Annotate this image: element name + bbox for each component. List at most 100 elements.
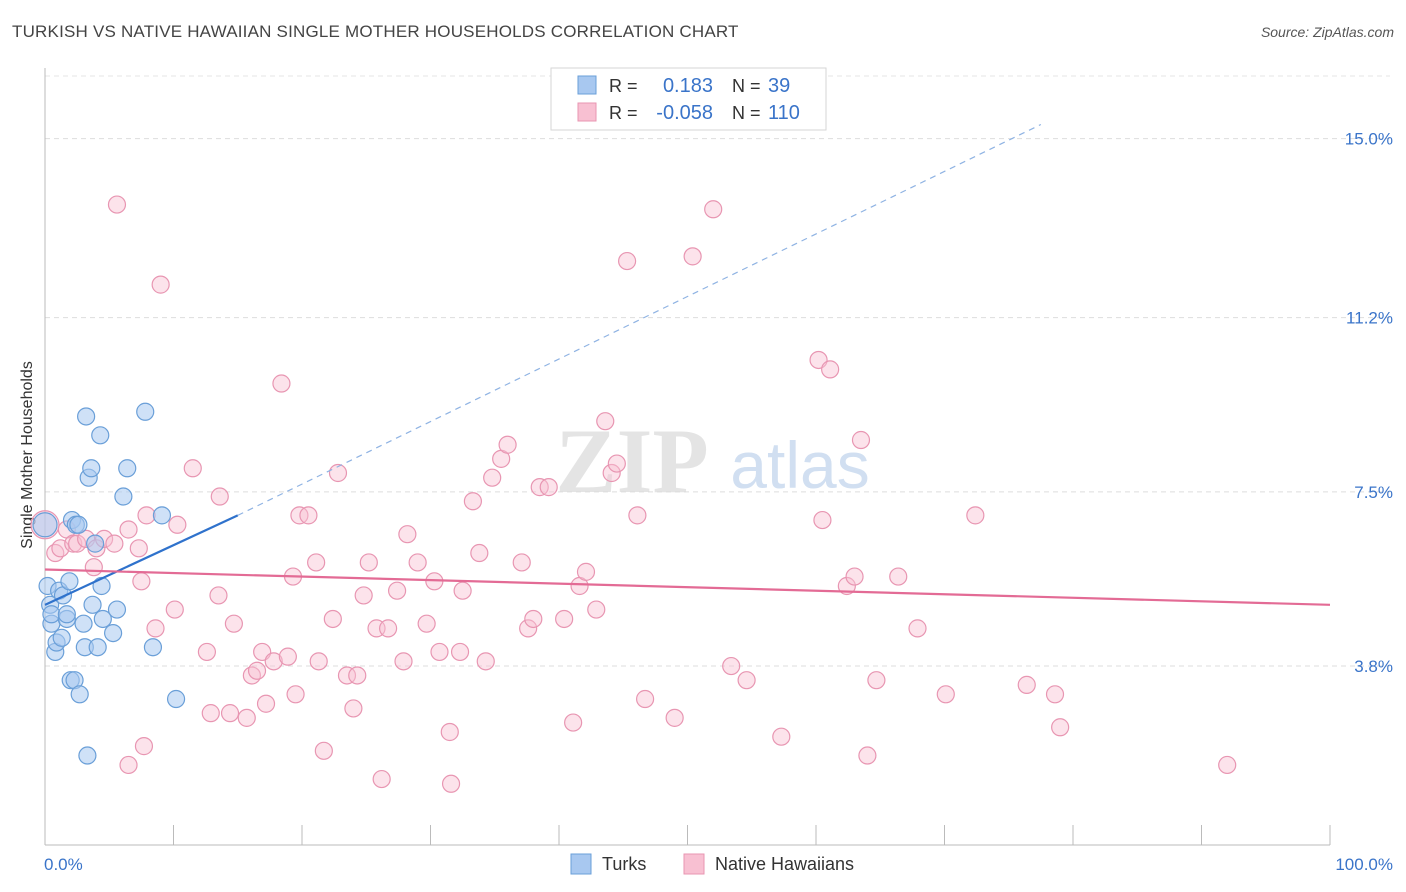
native-hawaiian-point (197, 642, 217, 662)
legend-native-hawaiian-label: Native Hawaiians (715, 854, 854, 874)
y-tick-label: 3.8% (1354, 657, 1393, 676)
native-hawaiian-point (858, 746, 877, 765)
native-hawaiian-point (354, 586, 373, 605)
native-hawaiian-point (618, 251, 637, 271)
native-hawaiian-point (210, 487, 229, 506)
turks-point (82, 459, 101, 478)
native-hawaiian-point (665, 708, 684, 727)
native-hawaiian-point (576, 562, 596, 581)
native-hawaiian-point (837, 576, 856, 596)
native-hawaiian-point (441, 774, 461, 793)
native-hawaiian-point (107, 195, 127, 214)
native-hawaiian-point (1051, 718, 1070, 737)
turks-swatch (577, 75, 597, 95)
turks-trend-line (44, 514, 239, 606)
native-hawaiian-point (889, 567, 908, 586)
native-hawaiian-point (555, 609, 574, 629)
native-hawaiian-point (602, 463, 621, 483)
turks-point (93, 609, 112, 629)
native-hawaiian-point (845, 567, 864, 586)
native-hawaiian-point (323, 609, 342, 629)
native-hawaiian-point (134, 737, 154, 756)
native-hawaiian-point (168, 515, 187, 534)
native-hawaiian-point (224, 614, 243, 633)
stats-legend-box (550, 67, 827, 131)
y-tick-label: 7.5% (1354, 483, 1393, 502)
native-hawaiian-point (129, 539, 148, 558)
native-hawaiian-point (359, 553, 378, 572)
native-hawaiian-point (628, 506, 647, 525)
native-hawaiian-point (539, 478, 558, 497)
r-value: 0.183 (663, 75, 713, 97)
source-credit: Source: ZipAtlas.com (1260, 24, 1394, 40)
turks-point (60, 572, 79, 591)
x-tick-label: 0.0% (44, 855, 83, 874)
native-hawaiian-point (772, 727, 791, 746)
native-hawaiian-point (966, 506, 985, 525)
native-hawaiian-point (936, 685, 955, 704)
native-hawaiian-point (146, 619, 165, 638)
turks-point (114, 487, 133, 506)
native-hawaiian-point (328, 463, 348, 483)
n-value: 110 (768, 102, 800, 124)
turks-point (91, 426, 110, 445)
native-hawaiian-point (483, 468, 502, 487)
native-hawaiian-point (635, 689, 655, 709)
n-value: 39 (768, 75, 790, 97)
native-hawaiian-point (286, 685, 305, 704)
native-hawaiian-point (272, 374, 291, 393)
native-hawaiian-point (314, 741, 333, 760)
native-hawaiian-point (607, 454, 626, 473)
turks-point (52, 628, 71, 647)
native-hawaiian-point (264, 652, 283, 671)
native-hawaiian-point (372, 769, 391, 789)
native-hawaiian-point (519, 619, 538, 638)
native-hawaiian-point (378, 619, 398, 638)
native-hawaiian-point (1218, 755, 1237, 775)
native-hawaiian-point (299, 506, 318, 525)
native-hawaiian-point (737, 671, 756, 690)
native-hawaiian-point (119, 520, 138, 539)
native-hawaiian-point (430, 642, 449, 662)
native-hawaiian-point (450, 642, 470, 662)
turks-point (74, 614, 93, 633)
native-hawaiian-point (132, 572, 151, 591)
watermark-atlas: atlas (730, 428, 869, 502)
native-hawaiian-point (683, 247, 702, 266)
native-hawaiian-point (596, 412, 615, 431)
r-label: R = (609, 103, 638, 123)
turks-point (136, 402, 155, 421)
native-hawaiian-point (908, 619, 927, 638)
native-hawaiian-point (68, 534, 87, 553)
legend-native-hawaiian-swatch (683, 853, 705, 875)
native-hawaiian-point (440, 722, 459, 742)
turks-point (57, 605, 76, 624)
native-hawaiian-point (247, 661, 267, 680)
native-hawaiian-point (278, 647, 297, 666)
turks-point (70, 685, 89, 704)
native-hawaiian-point (704, 200, 723, 219)
turks-point (86, 534, 105, 553)
turks-point (77, 407, 96, 426)
native-hawaiian-point (209, 586, 228, 605)
turks-point (88, 638, 107, 657)
turks-point (118, 459, 137, 478)
native-hawaiian-point (1045, 685, 1065, 704)
turks-point (42, 605, 61, 624)
r-value: -0.058 (656, 102, 713, 124)
native-hawaiian-point (151, 275, 170, 294)
turks-point (143, 638, 163, 657)
turks-point (166, 689, 186, 709)
native-hawaiian-point (851, 430, 871, 450)
native-hawaiian-point (165, 600, 184, 619)
turks-point (107, 600, 127, 619)
legend-turks-label: Turks (602, 854, 646, 874)
legend-turks-swatch (570, 853, 592, 875)
x-tick-label: 100.0% (1335, 855, 1393, 874)
native-hawaiian-point (220, 704, 240, 723)
native-hawaiian-point (183, 459, 202, 478)
native-hawaiian-point (417, 614, 436, 633)
native-hawaiian-point (119, 755, 138, 775)
native-hawaiian-point (337, 666, 357, 685)
